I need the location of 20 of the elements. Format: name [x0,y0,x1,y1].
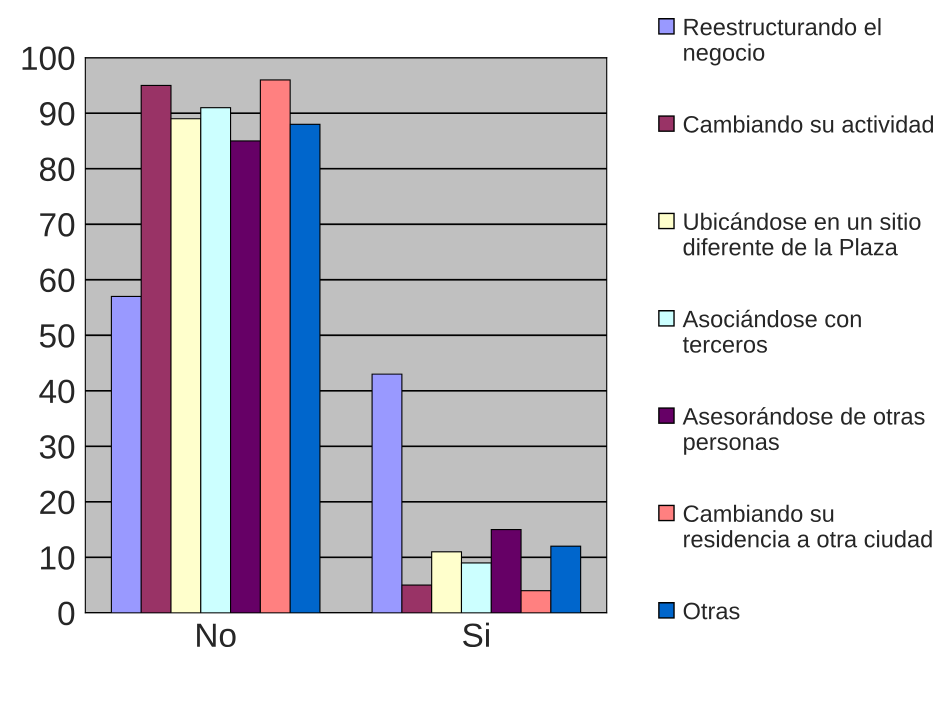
legend-label: Ubicándose en un sitio diferente de la Plaza [684,212,920,256]
y-tick-label: 70 [40,213,74,237]
legend-label: Cambiando su actividad [684,115,934,133]
y-tick-label: 80 [40,158,74,182]
y-tick-label: 60 [40,268,74,292]
legend-label: Cambiando su residencia a otra ciudad [684,504,932,548]
y-tick-label: 0 [58,602,74,626]
y-tick-label: 40 [39,380,74,404]
y-tick-label: 20 [40,490,74,514]
legend-label: Asesorándose de otras personas [682,407,925,455]
y-tick-label: 10 [41,546,74,570]
x-tick-label: No [197,624,236,648]
y-tick-label: 90 [40,102,74,126]
y-tick-label: 100 [22,46,74,70]
x-tick-label: Si [463,622,489,648]
legend-label: Otras [684,602,740,620]
legend-label: Asociándose con terceros [682,310,861,353]
y-tick-label: 30 [40,435,74,459]
legend-label: Reestructurando el negocio [684,18,880,66]
y-tick-label: 50 [40,324,74,348]
